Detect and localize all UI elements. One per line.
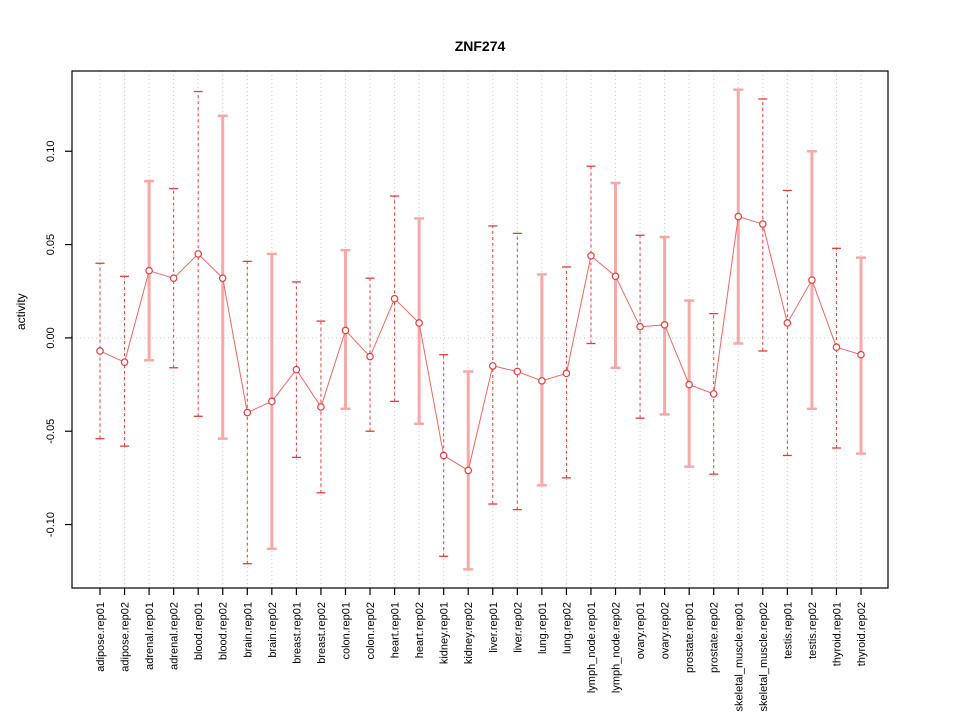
x-tick-label: liver.rep02 [512, 602, 524, 653]
data-point [194, 250, 202, 258]
data-point [488, 362, 497, 370]
x-tick-label: lymph_node.rep02 [611, 602, 623, 693]
x-tick-label: heart.rep01 [390, 602, 402, 658]
data-point [709, 390, 718, 398]
data-point [636, 322, 644, 331]
x-tick-label: brain.rep02 [267, 602, 279, 658]
data-point [538, 377, 546, 385]
x-tick-label: adipose.rep01 [95, 602, 107, 672]
data-point [96, 347, 104, 355]
data-point [366, 352, 374, 361]
x-tick-label: skeletal_muscle.rep02 [758, 602, 770, 711]
x-tick-label: skeletal_muscle.rep01 [733, 602, 745, 711]
data-point [562, 369, 571, 378]
x-tick-label: liver.rep01 [488, 602, 500, 653]
data-point [759, 220, 767, 228]
data-point [587, 251, 595, 260]
data-point [317, 403, 325, 411]
y-tick-label: 0.05 [45, 234, 57, 255]
y-tick-label: -0.05 [45, 419, 57, 444]
x-tick-label: ovary.rep01 [635, 602, 647, 659]
data-point [218, 274, 227, 282]
data-point [808, 276, 816, 284]
x-tick-label: adrenal.rep01 [144, 602, 156, 670]
data-point [243, 408, 252, 417]
x-tick-label: testis.rep01 [782, 602, 794, 659]
x-tick-label: lung.rep01 [537, 602, 549, 654]
data-point [660, 321, 669, 329]
chart-title: ZNF274 [454, 38, 506, 54]
x-tick-label: kidney.rep02 [463, 602, 475, 664]
x-tick-label: blood.rep01 [193, 602, 205, 660]
x-tick-label: thyroid.rep02 [856, 602, 868, 666]
x-tick-label: adrenal.rep02 [169, 602, 181, 670]
plot-border [71, 70, 889, 589]
x-tick-label: thyroid.rep01 [831, 602, 843, 666]
data-point [390, 294, 399, 303]
data-point [832, 343, 841, 352]
data-point [439, 451, 448, 460]
x-tick-label: adipose.rep02 [120, 602, 132, 672]
data-point [685, 380, 693, 389]
x-tick-label: breast.rep01 [291, 602, 303, 664]
data-point [169, 274, 178, 282]
x-tick-label: kidney.rep01 [439, 602, 451, 664]
x-tick-label: brain.rep01 [242, 602, 254, 658]
x-tick-label: heart.rep02 [414, 602, 426, 658]
data-point [341, 326, 350, 335]
x-tick-label: colon.rep01 [340, 602, 352, 660]
data-point [120, 358, 129, 366]
y-tick-label: 0.00 [45, 327, 57, 348]
x-tick-label: lymph_node.rep01 [586, 602, 598, 693]
data-point [857, 350, 865, 359]
x-tick-label: prostate.rep02 [709, 602, 721, 673]
y-tick-label: -0.10 [45, 512, 57, 537]
x-tick-label: ovary.rep02 [660, 602, 672, 659]
data-point [464, 466, 473, 475]
y-tick-label: 0.10 [45, 141, 57, 162]
x-tick-label: blood.rep02 [218, 602, 230, 660]
x-tick-label: testis.rep02 [807, 602, 819, 659]
series-line [99, 215, 862, 472]
data-point [268, 397, 276, 406]
data-point [611, 272, 620, 281]
data-point [145, 266, 153, 275]
x-tick-label: prostate.rep01 [684, 602, 696, 673]
data-point [734, 212, 743, 221]
data-point [415, 319, 423, 327]
data-point [292, 365, 301, 374]
data-point [513, 367, 522, 376]
x-tick-label: colon.rep02 [365, 602, 377, 660]
x-tick-label: lung.rep02 [561, 602, 573, 654]
x-tick-label: breast.rep02 [316, 602, 328, 664]
data-point [783, 319, 792, 327]
